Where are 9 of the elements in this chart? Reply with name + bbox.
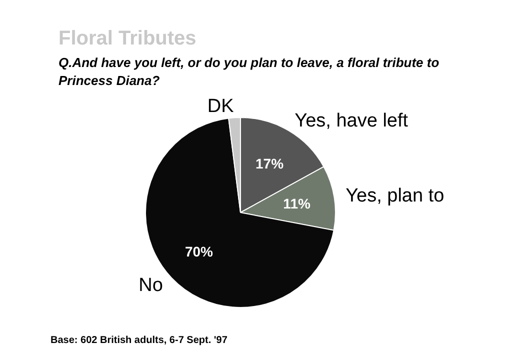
slice-label: Yes, have left xyxy=(294,110,409,132)
slice-label: DK xyxy=(207,96,234,117)
data-label: 11% xyxy=(283,196,311,212)
slice-label: No xyxy=(138,274,163,296)
text: Base: 602 British adults, 6-7 Sept. '97 xyxy=(50,335,228,346)
chart-subtitle: Q.And have you left, or do you plan to leave, a floral tribute to Princess Diana? xyxy=(58,55,440,88)
data-label: 70% xyxy=(184,244,214,260)
data-label: 17% xyxy=(256,155,284,172)
slice-label: Yes, plan to xyxy=(346,185,444,206)
